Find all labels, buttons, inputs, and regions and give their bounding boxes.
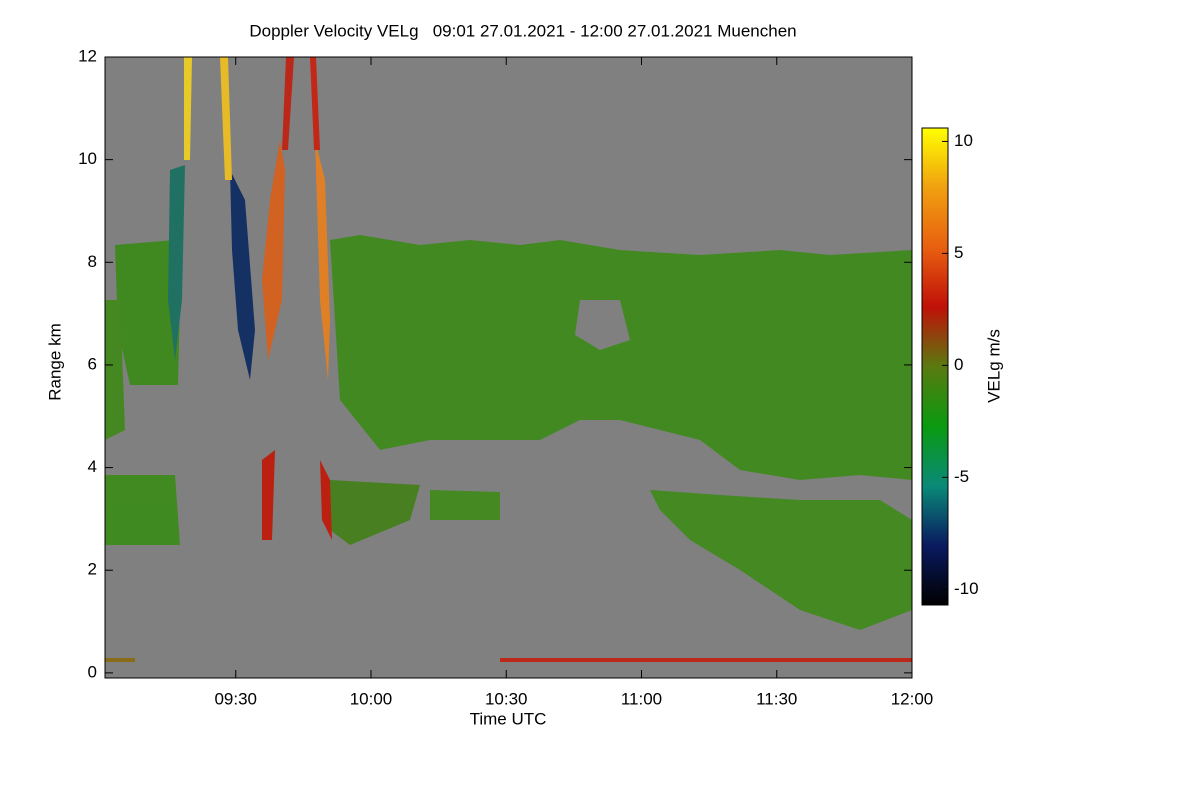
y-tick-label: 2 (88, 560, 97, 579)
x-axis-label: Time UTC (470, 709, 547, 728)
y-tick-label: 0 (88, 662, 97, 681)
plume (262, 140, 285, 360)
plume (262, 450, 275, 540)
x-tick-label: 09:30 (214, 689, 257, 708)
plot-frame (104, 56, 913, 679)
y-axis-label: Range km (45, 323, 64, 400)
x-tick-label: 11:00 (621, 689, 662, 708)
plume (310, 57, 320, 150)
colorbar-tick-label: 5 (954, 243, 963, 262)
echo (430, 490, 500, 520)
y-tick-label: 12 (78, 46, 97, 65)
echo-field (105, 57, 912, 662)
y-tick-label: 6 (88, 354, 97, 373)
ground-echo (105, 658, 135, 662)
echo (105, 475, 180, 545)
y-tick-label: 8 (88, 252, 97, 271)
plume (230, 170, 255, 380)
colorbar-tick-label: -5 (954, 467, 969, 486)
y-tick-label: 4 (88, 457, 97, 476)
gap (575, 300, 630, 350)
chart-title: Doppler Velocity VELg 09:01 27.01.2021 -… (249, 21, 796, 40)
colorbar-tick-label: -10 (954, 579, 979, 598)
plume (320, 460, 332, 540)
plume (184, 57, 192, 160)
plume (220, 57, 232, 180)
plume (282, 57, 294, 150)
colorbar-label: VELg m/s (984, 329, 1003, 403)
x-tick-label: 12:00 (891, 689, 934, 708)
x-tick-label: 11:30 (756, 689, 797, 708)
plume (315, 140, 330, 380)
colorbar-tick-label: 0 (954, 355, 963, 374)
colorbar (921, 127, 949, 606)
echo (105, 300, 125, 440)
colorbar-tick-label: 10 (954, 131, 973, 150)
plume (168, 165, 185, 360)
echo (330, 235, 912, 480)
x-tick-label: 10:30 (485, 689, 528, 708)
echo (115, 240, 180, 385)
echo (330, 480, 420, 545)
x-tick-label: 10:00 (350, 689, 393, 708)
echo (650, 490, 912, 630)
ground-echo (500, 658, 912, 662)
y-tick-label: 10 (78, 149, 97, 168)
